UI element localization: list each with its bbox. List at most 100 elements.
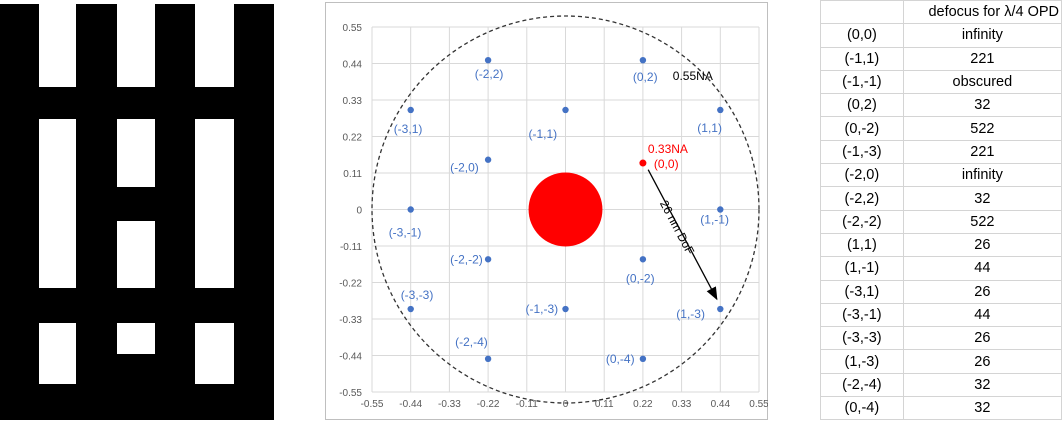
order-point-label: (0,-2) — [626, 271, 655, 285]
y-tick-label: -0.55 — [339, 388, 362, 399]
pattern-bar — [0, 87, 274, 119]
x-tick-label: 0.11 — [595, 399, 614, 410]
order-point — [717, 206, 724, 213]
highlight-label: (0,0) — [654, 157, 679, 171]
table-row: (-3,-1) 44 — [820, 302, 1062, 328]
table-row: (-2,-4) 32 — [820, 372, 1062, 398]
order-point — [717, 106, 724, 114]
order-point — [639, 56, 647, 64]
x-tick-label: 0.33 — [672, 399, 692, 410]
y-tick-label: -0.33 — [339, 315, 362, 326]
x-tick-label: -0.22 — [477, 399, 500, 410]
order-point-label: (0,2) — [633, 70, 658, 84]
order-point — [639, 355, 647, 363]
table-row: (0,0) infinity — [820, 23, 1062, 48]
y-tick-label: 0.11 — [343, 169, 362, 180]
order-cell: (0,-2) — [820, 116, 904, 141]
defocus-cell: obscured — [902, 69, 1062, 95]
pattern-bar — [76, 4, 117, 420]
defocus-cell: 522 — [902, 209, 1062, 234]
table-body: (0,0) infinity (-1,1) 221 (-1,-1) obscured (0,… — [820, 23, 1062, 421]
mask-pattern — [0, 0, 300, 423]
y-tick-label: 0.44 — [343, 60, 363, 71]
order-cell: (-2,-4) — [820, 372, 904, 398]
table-row: (-1,-1) obscured — [820, 69, 1062, 95]
defocus-cell: 26 — [902, 349, 1062, 374]
dof-arrow-label: 26 nm DoF — [657, 198, 697, 257]
x-tick-label: 0.22 — [633, 399, 653, 410]
defocus-cell: 522 — [902, 116, 1062, 141]
defocus-cell: 26 — [902, 326, 1062, 351]
order-point — [484, 156, 492, 163]
table-row: (1,-1) 44 — [820, 256, 1062, 281]
y-tick-label: -0.11 — [340, 242, 362, 253]
order-point — [484, 56, 492, 64]
x-tick-label: 0.44 — [711, 399, 731, 410]
order-point-label: (1,-1) — [700, 213, 729, 227]
order-cell: (0,2) — [820, 93, 904, 118]
table-row: (0,-2) 522 — [820, 116, 1062, 141]
pattern-opening — [39, 4, 76, 87]
order-point-label: (-3,-3) — [401, 288, 434, 302]
pattern-opening — [39, 354, 76, 384]
order-cell: (-2,-2) — [820, 209, 904, 234]
order-cell: (-1,-3) — [820, 139, 904, 165]
order-cell: (-2,0) — [820, 163, 904, 188]
table-header-cell: defocus for λ/4 OPD — [902, 0, 1062, 25]
defocus-cell: 221 — [902, 46, 1062, 71]
order-cell: (0,-4) — [820, 396, 904, 421]
x-tick-label: -0.55 — [361, 399, 384, 410]
order-point — [639, 256, 647, 263]
y-tick-label: 0.33 — [343, 96, 363, 107]
pattern-bar — [0, 4, 39, 420]
pattern-bar — [234, 4, 274, 420]
order-cell: (-3,-1) — [820, 302, 904, 328]
central-obscuration-disk — [528, 172, 603, 247]
order-point-label: (-1,1) — [529, 127, 558, 141]
order-point — [484, 256, 492, 263]
x-tick-label: 0.55 — [749, 399, 768, 410]
defocus-cell: 32 — [902, 93, 1062, 118]
x-tick-label: 0 — [563, 399, 569, 410]
order-point-label: (1,-3) — [676, 307, 705, 321]
order-cell: (-1,-1) — [820, 69, 904, 95]
x-tick-label: -0.44 — [399, 399, 422, 410]
highlight-point — [639, 159, 647, 167]
order-point-label: (-3,1) — [394, 122, 423, 136]
pattern-white-openings — [39, 4, 234, 384]
table-row: (-3,-3) 26 — [820, 326, 1062, 351]
highlight-annotation: 0.33NA — [648, 142, 688, 156]
defocus-cell: 32 — [902, 372, 1062, 398]
table-row: (-2,2) 32 — [820, 186, 1062, 211]
order-point — [407, 106, 414, 114]
table-header-cell — [820, 0, 904, 25]
order-cell: (1,1) — [820, 232, 904, 258]
outer-na-label: 0.55NA — [673, 69, 713, 83]
y-tick-label: 0 — [356, 206, 362, 217]
pattern-bar — [155, 4, 195, 420]
order-cell: (0,0) — [820, 23, 904, 48]
order-point — [562, 305, 569, 313]
pattern-opening — [195, 354, 234, 384]
defocus-table: defocus for λ/4 OPD (0,0) infinity (-1,1) 2… — [820, 0, 1062, 421]
pupil-scatter-chart: -0.55 -0.44 -0.33 -0.22 -0.11 0 0.11 0.22 0.33 0.… — [339, 15, 768, 410]
tick-labels: -0.55 -0.44 -0.33 -0.22 -0.11 0 0.11 0.22 0.33 0.… — [339, 23, 768, 410]
defocus-cell: 44 — [902, 256, 1062, 281]
order-point — [484, 355, 492, 363]
dof-arrow — [647, 169, 718, 301]
defocus-cell: 26 — [902, 279, 1062, 304]
order-cell: (-2,2) — [820, 186, 904, 211]
order-point — [562, 106, 569, 114]
pattern-bar — [117, 187, 155, 221]
table-row: (-3,1) 26 — [820, 279, 1062, 304]
table-header-row: defocus for λ/4 OPD — [820, 0, 1062, 25]
pattern-opening — [195, 4, 234, 87]
order-point-label: (-3,-1) — [389, 226, 422, 240]
x-tick-label: -0.11 — [516, 399, 538, 410]
order-point — [407, 305, 414, 313]
defocus-cell: 32 — [902, 396, 1062, 421]
table-row: (-1,-3) 221 — [820, 139, 1062, 165]
diffraction-orders: (-2,2) (0,2) (-3,1) (-1,1) (1,1) (-2,0) (-3,-1… — [389, 56, 729, 366]
table-row: (-1,1) 221 — [820, 46, 1062, 71]
table-row: (-2,0) infinity — [820, 163, 1062, 188]
